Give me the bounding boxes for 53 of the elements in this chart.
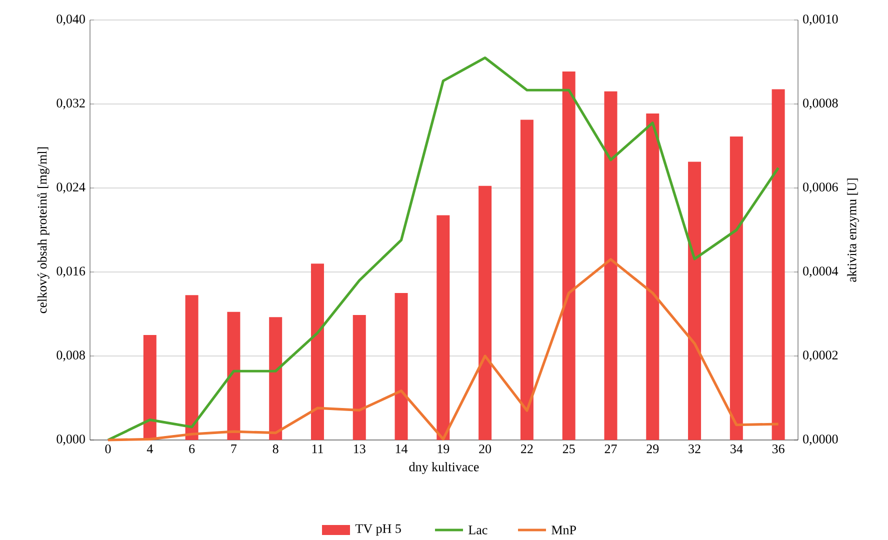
y-tick-label: 0,016 <box>56 266 86 278</box>
legend-label: TV pH 5 <box>355 524 401 536</box>
y2-axis-title: aktivita enzymu [U] <box>847 178 859 282</box>
bar <box>227 312 240 440</box>
x-tick-label: 4 <box>146 444 153 454</box>
legend-label: MnP <box>552 526 576 534</box>
bar <box>688 162 702 440</box>
bar <box>520 120 534 440</box>
y-tick-label: 0,040 <box>56 14 85 26</box>
y2-tick-label: 0,0000 <box>803 434 838 446</box>
line-series <box>106 258 780 442</box>
x-tick-label: 0 <box>105 444 111 454</box>
bar <box>185 295 198 440</box>
x-tick-label: 11 <box>312 444 323 454</box>
x-tick-label: 6 <box>189 444 195 454</box>
bar <box>352 315 366 440</box>
legend-label: Lac <box>468 526 488 534</box>
y-tick-label: 0,032 <box>56 98 85 110</box>
x-tick-label: 13 <box>354 444 366 454</box>
x-tick-label: 22 <box>521 444 533 454</box>
bar <box>394 293 408 440</box>
x-tick-label: 7 <box>231 444 237 454</box>
bar <box>436 215 450 440</box>
y-tick-label: 0,024 <box>56 182 86 194</box>
x-tick-label: 27 <box>604 444 617 454</box>
bar <box>269 317 282 440</box>
x-tick-label: 34 <box>730 444 743 454</box>
y2-tick-label: 0,0010 <box>803 14 838 26</box>
y-tick-label: 0,008 <box>56 350 85 362</box>
x-tick-label: 19 <box>438 444 450 454</box>
bar <box>604 91 618 440</box>
y2-tick-label: 0,0002 <box>803 350 838 362</box>
y2-tick-label: 0,0008 <box>803 98 838 110</box>
bar <box>310 264 324 440</box>
line-series <box>106 56 780 442</box>
x-tick-label: 20 <box>479 444 492 454</box>
x-tick-label: 8 <box>272 444 278 454</box>
x-tick-label: 29 <box>646 444 659 454</box>
y2-tick-label: 0,0006 <box>803 182 838 194</box>
bar <box>772 89 785 440</box>
bar <box>143 335 156 440</box>
bar <box>478 186 492 440</box>
y2-tick-label: 0,0004 <box>803 266 838 278</box>
bar <box>562 71 576 440</box>
x-tick-label: 32 <box>688 444 700 454</box>
x-axis-title: dny kultivace <box>409 462 479 474</box>
x-tick-label: 25 <box>562 444 575 454</box>
y-axis-title: celkový obsah proteinů [mg/ml] <box>37 147 50 314</box>
x-tick-label: 36 <box>772 444 784 454</box>
bar <box>646 113 660 440</box>
x-tick-label: 14 <box>396 444 408 454</box>
bar <box>730 136 743 440</box>
y-tick-label: 0,000 <box>56 434 85 446</box>
